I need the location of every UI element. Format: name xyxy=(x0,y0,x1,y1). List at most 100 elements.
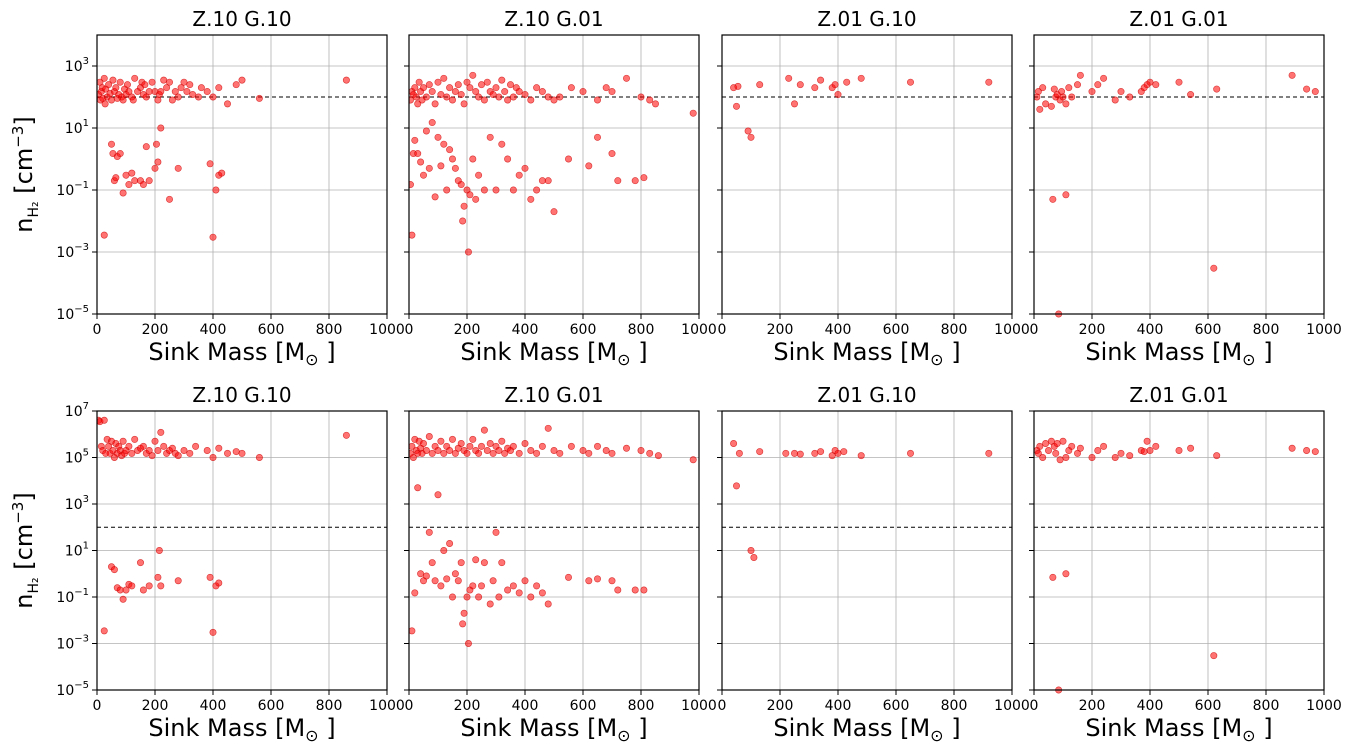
panel-title: Z.01 G.01 xyxy=(1129,383,1228,407)
x-tick-label: 0 xyxy=(93,322,102,338)
data-point xyxy=(1062,191,1070,199)
x-tick-label: 800 xyxy=(1253,698,1280,714)
data-point xyxy=(1094,447,1102,455)
data-point xyxy=(614,177,622,185)
data-point xyxy=(409,442,416,450)
data-point xyxy=(139,442,147,450)
data-point xyxy=(448,593,456,601)
y-tick-label: 10−1 xyxy=(56,180,89,199)
data-point xyxy=(515,589,523,597)
data-point xyxy=(521,91,529,99)
data-point xyxy=(451,570,459,578)
data-point xyxy=(157,88,165,96)
data-point xyxy=(154,573,162,581)
x-tick-label: 800 xyxy=(628,322,655,338)
data-point xyxy=(186,81,194,89)
axes-frame xyxy=(408,34,700,315)
data-point xyxy=(527,593,535,601)
panel-3: 0 200 400 600 800 1000 Z.01 G.10 Sink Mass [M⊙ … xyxy=(717,7,1030,369)
data-point xyxy=(422,127,430,135)
data-point xyxy=(155,546,163,554)
data-point xyxy=(1175,78,1183,86)
data-point xyxy=(527,447,535,455)
axes-frame xyxy=(1033,34,1325,315)
data-point xyxy=(446,84,454,92)
data-point xyxy=(1034,88,1042,96)
data-point xyxy=(1303,85,1311,93)
data-point xyxy=(448,155,456,163)
data-point xyxy=(477,81,485,89)
data-point xyxy=(538,442,546,450)
data-point xyxy=(131,435,139,443)
data-point xyxy=(460,202,468,210)
data-point xyxy=(622,444,630,452)
data-point xyxy=(1152,442,1160,450)
data-point xyxy=(197,84,205,92)
data-point xyxy=(131,177,139,185)
data-point xyxy=(425,81,433,89)
x-tick-label: 600 xyxy=(883,322,910,338)
data-point xyxy=(857,74,865,82)
data-point xyxy=(100,416,108,424)
data-point xyxy=(189,91,197,99)
data-point xyxy=(527,96,535,104)
x-tick-label: 1000 xyxy=(1306,322,1342,338)
x-axis-label: Sink Mass [M⊙ ] xyxy=(148,338,335,369)
data-point xyxy=(1146,78,1154,86)
data-point xyxy=(796,450,804,458)
data-point xyxy=(443,93,451,101)
data-point xyxy=(1140,448,1148,456)
data-point xyxy=(414,100,422,108)
data-point xyxy=(142,93,150,101)
data-point xyxy=(451,88,459,96)
data-point xyxy=(1052,449,1060,457)
data-point xyxy=(431,193,439,201)
data-point xyxy=(631,177,639,185)
data-point xyxy=(527,195,535,203)
data-point xyxy=(425,528,433,536)
x-tick-label: 200 xyxy=(454,698,481,714)
data-point xyxy=(437,582,445,590)
data-point xyxy=(119,595,127,603)
data-point xyxy=(428,559,436,567)
data-point xyxy=(457,181,465,189)
data-point xyxy=(564,155,572,163)
data-point xyxy=(100,231,108,239)
data-point xyxy=(1068,442,1076,450)
data-point xyxy=(148,452,156,460)
data-point xyxy=(790,449,798,457)
y-axis-label: nH₂ [cm−3] xyxy=(9,492,42,608)
data-point xyxy=(1039,453,1047,461)
data-point xyxy=(119,96,127,104)
x-tick-label: 1000 xyxy=(369,698,405,714)
data-point xyxy=(637,447,645,455)
data-point xyxy=(544,93,552,101)
data-point xyxy=(608,577,616,585)
panel-title: Z.10 G.01 xyxy=(504,7,603,31)
data-point xyxy=(148,78,156,86)
data-point xyxy=(495,447,503,455)
data-point xyxy=(151,164,159,172)
data-point xyxy=(174,164,182,172)
data-point xyxy=(125,442,133,450)
data-point xyxy=(440,546,448,554)
data-point xyxy=(218,169,226,177)
data-point xyxy=(614,586,622,594)
data-point xyxy=(422,447,430,455)
panel-title: Z.10 G.10 xyxy=(192,7,291,31)
data-point xyxy=(1175,447,1183,455)
data-point xyxy=(409,96,414,104)
data-point xyxy=(782,449,790,457)
data-point xyxy=(409,181,414,189)
data-point xyxy=(608,88,616,96)
y-tick-label: 103 xyxy=(65,494,89,513)
data-point xyxy=(428,449,436,457)
panel-5: 0 200 400 600 800 1000 10−5 10−3 10−1 101 103 105 10… xyxy=(9,383,405,745)
data-point xyxy=(425,164,433,172)
data-point xyxy=(460,609,468,617)
data-point xyxy=(425,433,433,441)
data-point xyxy=(145,88,153,96)
data-point xyxy=(480,559,488,567)
data-point xyxy=(459,620,467,628)
data-point xyxy=(145,177,153,185)
